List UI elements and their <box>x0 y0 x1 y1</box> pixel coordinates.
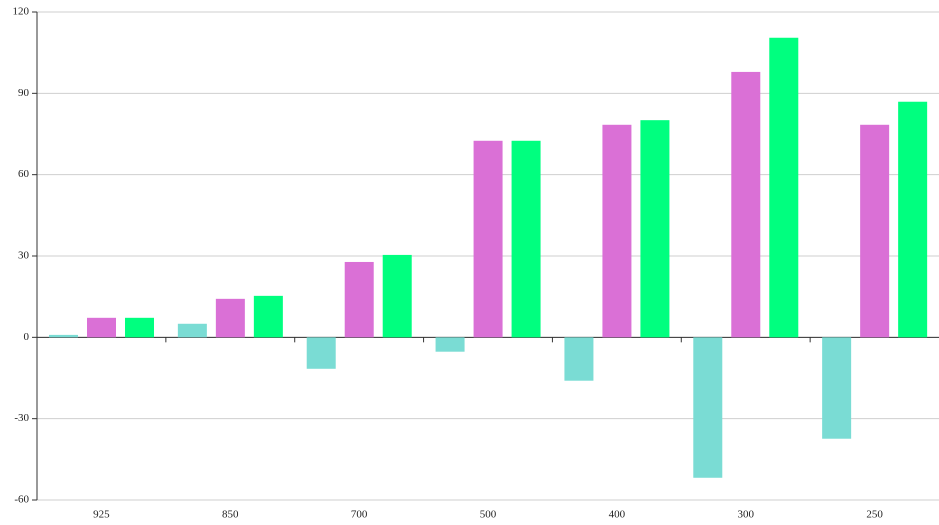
bar <box>640 120 670 338</box>
bar <box>602 124 632 338</box>
y-tick-label: -30 <box>14 412 29 424</box>
x-tick-label: 300 <box>737 509 754 521</box>
bar <box>382 254 412 338</box>
y-tick-label: 0 <box>24 331 30 343</box>
y-tick-label: 90 <box>18 87 30 99</box>
x-tick-label: 400 <box>609 509 626 521</box>
bar <box>344 261 374 338</box>
bar <box>49 334 78 338</box>
bar <box>693 337 723 478</box>
x-tick-label: 700 <box>351 509 368 521</box>
y-tick-label: -60 <box>14 494 29 506</box>
bar <box>511 140 541 338</box>
bar <box>564 337 594 381</box>
bar <box>215 298 245 338</box>
bar <box>860 124 890 338</box>
bar <box>435 337 465 352</box>
bar <box>306 337 336 369</box>
bar <box>87 317 116 338</box>
bar <box>769 37 799 338</box>
y-tick-label: 60 <box>18 168 30 180</box>
x-tick-label: 250 <box>866 509 883 521</box>
x-tick-label: 500 <box>480 509 497 521</box>
y-tick-label: 30 <box>18 250 30 262</box>
bar <box>898 101 928 338</box>
bar <box>822 337 852 439</box>
bar <box>125 317 154 338</box>
bar <box>253 295 283 338</box>
y-tick-label: 120 <box>13 6 30 18</box>
bar <box>731 71 761 338</box>
x-tick-label: 925 <box>93 509 110 521</box>
bar <box>473 140 503 338</box>
x-tick-label: 850 <box>222 509 239 521</box>
bar <box>177 323 207 338</box>
